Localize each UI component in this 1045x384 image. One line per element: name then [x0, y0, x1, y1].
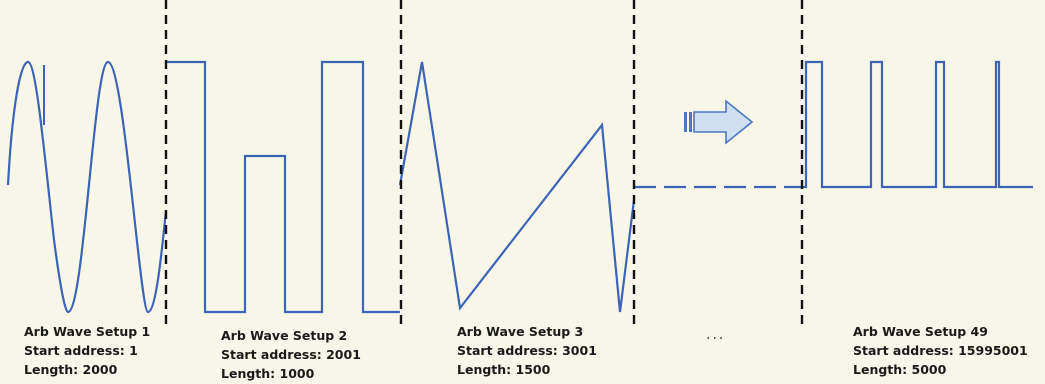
setup-title: Arb Wave Setup 49 [853, 324, 988, 339]
ramp-wave-segment [398, 61, 636, 313]
setup-start-address: Start address: 1 [24, 343, 138, 358]
sine-wave-segment [6, 60, 168, 314]
setup-title: Arb Wave Setup 1 [24, 324, 151, 339]
setup-49-caption: Arb Wave Setup 49 Start address: 1599500… [853, 322, 1028, 379]
narrow-pulse-wave-segment [802, 60, 1033, 189]
ellipsis: ... [706, 327, 726, 343]
setup-title: Arb Wave Setup 3 [457, 324, 584, 339]
setup-length: Length: 1000 [221, 366, 315, 381]
setup-title: Arb Wave Setup 2 [221, 328, 348, 343]
setup-length: Length: 2000 [24, 362, 118, 377]
right-arrow-icon [684, 99, 754, 145]
setup-start-address: Start address: 15995001 [853, 343, 1028, 358]
setup-3-caption: Arb Wave Setup 3 Start address: 3001 Len… [457, 322, 597, 379]
pulse-wave-segment [166, 60, 400, 314]
setup-length: Length: 1500 [457, 362, 551, 377]
setup-start-address: Start address: 3001 [457, 343, 597, 358]
setup-1-caption: Arb Wave Setup 1 Start address: 1 Length… [24, 322, 150, 379]
setup-2-caption: Arb Wave Setup 2 Start address: 2001 Len… [221, 326, 361, 383]
setup-length: Length: 5000 [853, 362, 947, 377]
setup-start-address: Start address: 2001 [221, 347, 361, 362]
